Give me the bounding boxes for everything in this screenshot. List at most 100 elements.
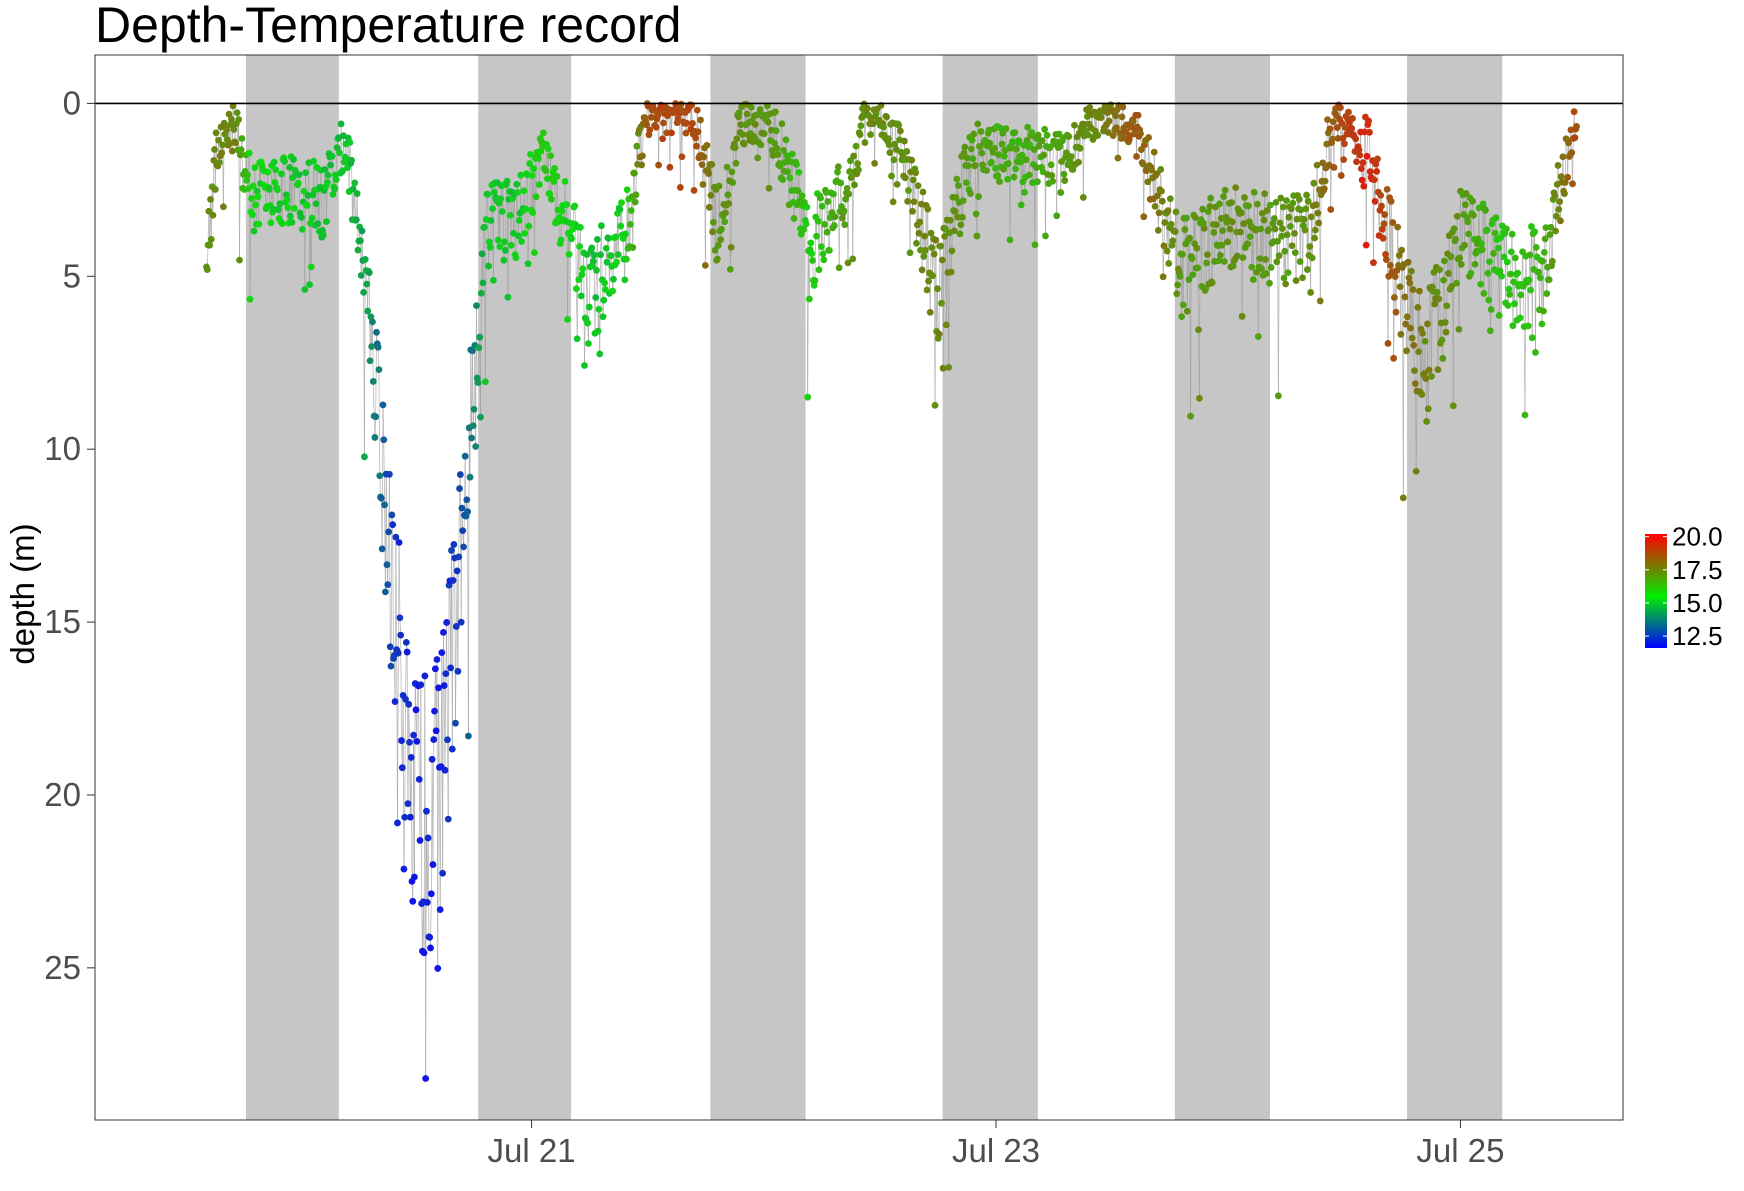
data-point: [1000, 152, 1008, 160]
data-point: [264, 168, 272, 176]
trace-segment: [834, 181, 837, 217]
trace-segment: [1443, 260, 1446, 323]
trace-segment: [372, 321, 374, 382]
data-point: [1366, 128, 1373, 136]
data-point: [1216, 200, 1223, 208]
data-point: [1200, 224, 1208, 232]
data-point: [278, 220, 286, 228]
data-point: [941, 232, 949, 240]
data-point: [1442, 328, 1450, 336]
data-point: [1431, 300, 1439, 308]
data-point: [1194, 264, 1202, 272]
data-point: [1254, 200, 1261, 208]
data-point: [1171, 228, 1179, 236]
trace-segment: [1330, 142, 1332, 210]
data-point: [1084, 131, 1092, 139]
trace-segment: [1285, 200, 1287, 284]
data-point: [1040, 151, 1048, 159]
data-point: [386, 643, 394, 651]
data-point: [558, 207, 566, 215]
trace-segment: [1548, 234, 1551, 280]
data-point: [1490, 250, 1497, 257]
data-point: [621, 276, 629, 284]
trace-segment: [567, 233, 569, 320]
data-point: [1496, 267, 1504, 275]
data-point: [961, 143, 969, 151]
data-point: [1545, 276, 1553, 284]
trace-segment: [1082, 136, 1085, 198]
data-point: [1486, 258, 1493, 265]
data-point: [532, 193, 540, 201]
data-point: [1310, 179, 1318, 187]
legend-label: 12.5: [1672, 621, 1723, 651]
data-point: [1275, 252, 1283, 260]
data-point: [602, 244, 610, 252]
trace-segment: [480, 293, 482, 418]
data-point: [1105, 117, 1113, 125]
data-point: [986, 139, 994, 147]
data-point: [600, 296, 608, 304]
trace-segment: [704, 170, 707, 266]
data-point: [568, 226, 576, 234]
data-point: [1155, 209, 1163, 217]
data-point: [1337, 172, 1345, 179]
data-point: [884, 135, 892, 143]
data-point: [861, 139, 869, 146]
data-point: [967, 190, 974, 197]
data-point: [479, 279, 487, 287]
data-point: [1262, 256, 1269, 263]
data-point: [1482, 206, 1489, 214]
data-point: [732, 159, 740, 167]
data-point: [1030, 146, 1038, 154]
data-point: [448, 745, 456, 753]
data-point: [1058, 158, 1065, 166]
data-point: [938, 299, 945, 307]
data-point: [223, 126, 231, 134]
data-point: [421, 672, 429, 680]
trace-segment: [833, 194, 835, 226]
data-point: [351, 179, 359, 187]
trace-segment: [896, 123, 899, 185]
data-point: [1436, 266, 1443, 274]
data-point: [924, 205, 932, 213]
data-point: [225, 110, 233, 118]
data-point: [705, 170, 712, 178]
data-point: [1547, 223, 1555, 231]
trace-segment: [599, 254, 601, 354]
trace-segment: [437, 687, 439, 969]
data-point: [903, 148, 911, 155]
data-point: [1199, 205, 1207, 213]
data-point: [1262, 270, 1270, 277]
data-point: [361, 453, 368, 461]
data-point: [1308, 213, 1315, 221]
data-point: [1511, 300, 1518, 308]
data-point: [622, 230, 629, 238]
data-point: [1154, 226, 1162, 234]
data-point: [577, 292, 585, 300]
trace-segment: [404, 699, 406, 818]
trace-segment: [403, 817, 406, 870]
data-point: [1360, 182, 1368, 190]
data-point: [804, 393, 812, 401]
data-point: [530, 165, 538, 173]
data-point: [694, 128, 702, 136]
data-point: [920, 253, 928, 260]
trace-segment: [1373, 179, 1375, 263]
y-tick-label: 20: [44, 776, 81, 813]
trace-segment: [1437, 298, 1440, 370]
data-point: [1033, 164, 1040, 171]
data-point: [484, 190, 492, 198]
data-point: [1380, 220, 1388, 228]
trace-segment: [1539, 277, 1541, 310]
data-point: [207, 235, 215, 243]
data-point: [551, 164, 559, 172]
trace-segment: [1452, 228, 1455, 406]
trace-segment: [892, 159, 895, 202]
data-point: [959, 213, 966, 221]
data-point: [842, 195, 849, 203]
data-point: [852, 142, 860, 150]
data-point: [1265, 226, 1273, 233]
data-point: [368, 343, 376, 350]
data-point: [346, 139, 354, 146]
data-point: [228, 115, 235, 123]
